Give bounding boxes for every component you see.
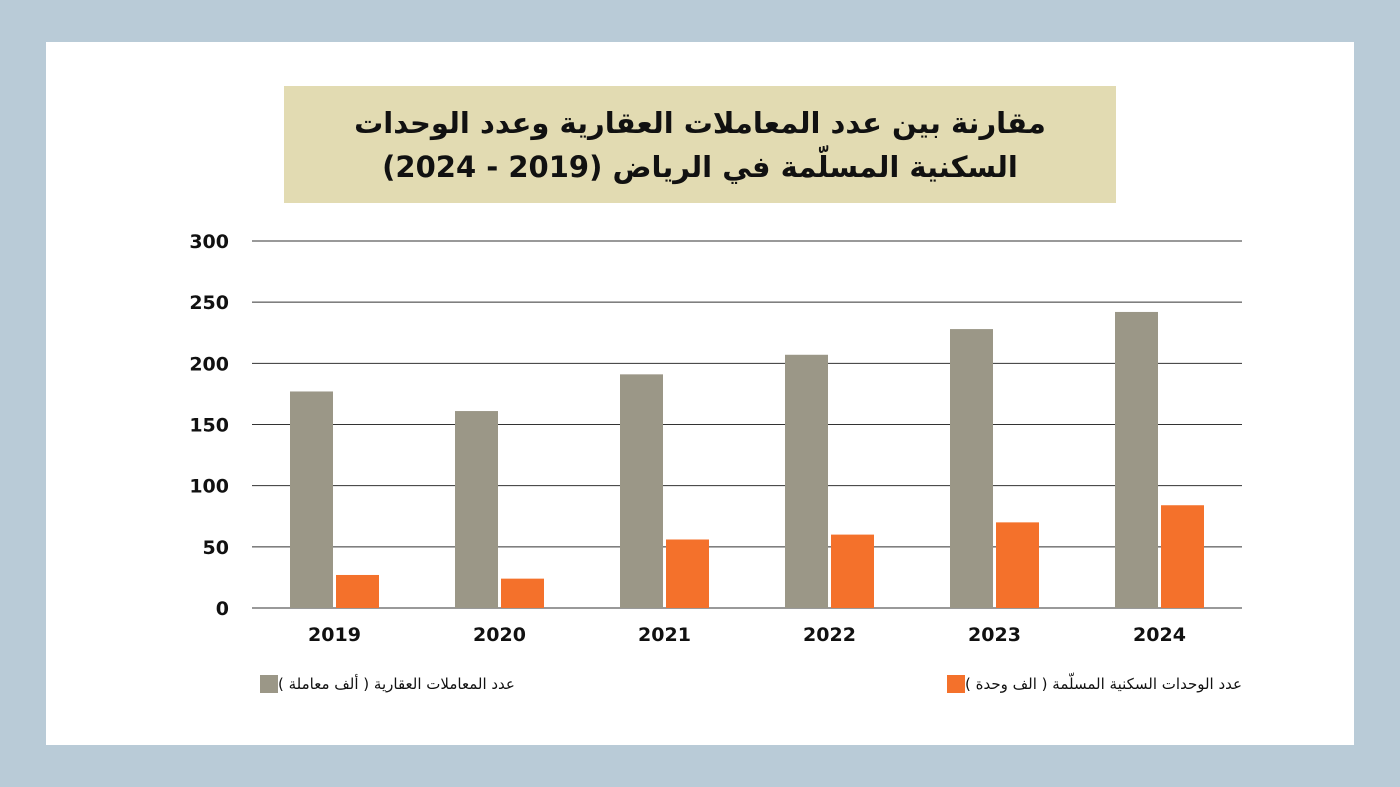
y-tick-label-100: 100 — [189, 476, 229, 498]
y-tick-label-150: 150 — [189, 415, 229, 437]
x-tick-label-2023: 2023 — [968, 624, 1021, 646]
bar-units-2021 — [666, 539, 709, 608]
y-tick-label-50: 50 — [203, 537, 229, 559]
y-tick-label-0: 0 — [216, 598, 229, 620]
legend-label-units: عدد الوحدات السكنية المسلّمة ( الف وحدة … — [965, 675, 1242, 693]
x-tick-label-2019: 2019 — [308, 624, 361, 646]
legend-item-transactions: عدد المعاملات العقارية ( ألف معاملة ) — [252, 672, 515, 696]
bar-chart: 0 50 100 150 200 250 300 2019 2020 2021 2022 2023 20… — [189, 231, 1242, 646]
legend-swatch-units — [947, 675, 965, 693]
bar-units-2020 — [501, 578, 544, 608]
title-box: مقارنة بين عدد المعاملات العقارية وعدد ا… — [284, 86, 1116, 203]
bar-units-2019 — [336, 574, 379, 608]
bar-transactions-2022 — [785, 354, 828, 608]
legend-item-units: عدد الوحدات السكنية المسلّمة ( الف وحدة … — [939, 672, 1242, 696]
bar-units-2023 — [996, 522, 1039, 608]
y-tick-label-250: 250 — [189, 292, 229, 314]
bar-transactions-2020 — [455, 411, 498, 608]
chart-card: مقارنة بين عدد المعاملات العقارية وعدد ا… — [46, 42, 1354, 745]
bar-transactions-2021 — [620, 374, 663, 608]
legend-label-transactions: عدد المعاملات العقارية ( ألف معاملة ) — [278, 675, 515, 693]
bar-units-2022 — [831, 534, 874, 608]
x-tick-label-2021: 2021 — [638, 624, 691, 646]
x-tick-label-2024: 2024 — [1133, 624, 1186, 646]
bar-transactions-2019 — [290, 391, 333, 608]
x-tick-label-2022: 2022 — [803, 624, 856, 646]
y-tick-label-200: 200 — [189, 353, 229, 375]
y-tick-label-300: 300 — [189, 231, 229, 253]
bar-transactions-2023 — [950, 329, 993, 608]
bar-units-2024 — [1161, 505, 1204, 608]
chart-title: مقارنة بين عدد المعاملات العقارية وعدد ا… — [354, 105, 1046, 184]
legend-swatch-transactions — [260, 675, 278, 693]
x-tick-label-2020: 2020 — [473, 624, 526, 646]
bar-transactions-2024 — [1115, 311, 1158, 608]
